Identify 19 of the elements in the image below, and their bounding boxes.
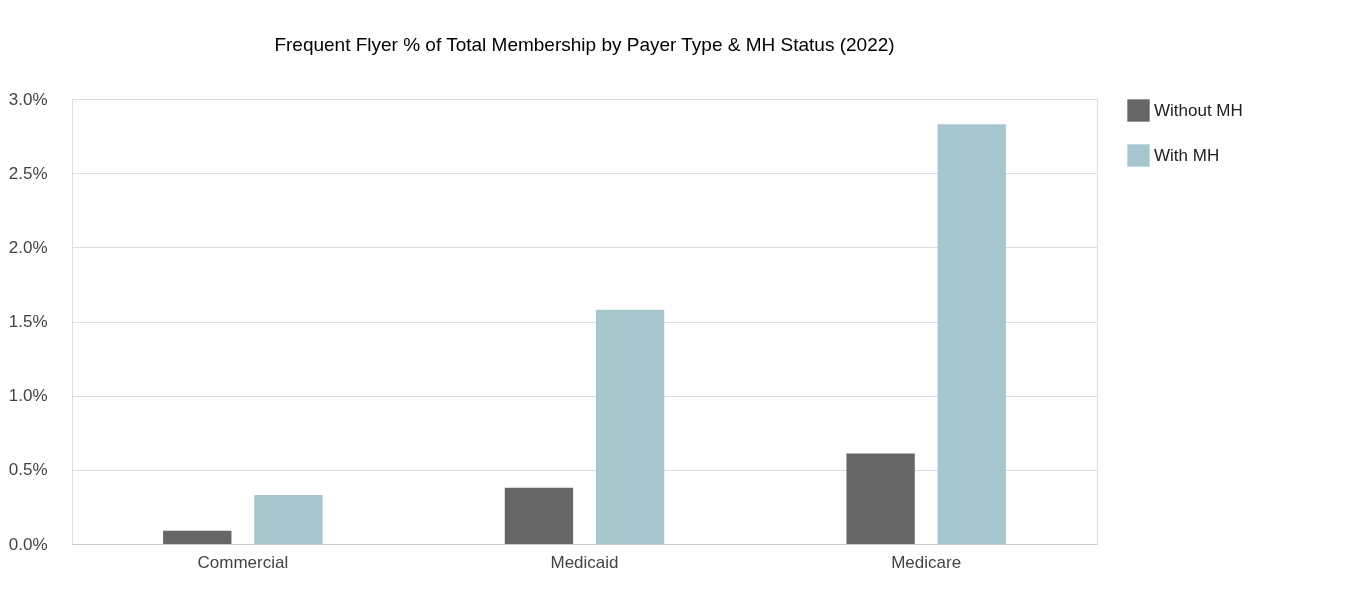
y-tick-label: 1.5% bbox=[8, 312, 48, 331]
y-tick-label: 3.0% bbox=[8, 89, 48, 109]
y-tick-label: 2.5% bbox=[8, 163, 48, 183]
bar bbox=[937, 124, 1006, 544]
y-tick-label: 0.5% bbox=[8, 460, 48, 480]
chart-title: Frequent Flyer % of Total Membership by Payer Type & MH Status (2022) bbox=[274, 34, 895, 55]
x-tick-label: Medicaid bbox=[550, 552, 619, 572]
bar bbox=[254, 495, 323, 544]
y-tick-label: 1.0% bbox=[8, 386, 48, 406]
y-tick-label: 0.0% bbox=[8, 534, 48, 554]
y-tick-label: 2.0% bbox=[8, 237, 48, 257]
bar bbox=[504, 487, 574, 544]
x-tick-label: Medicare bbox=[891, 552, 962, 572]
bar bbox=[163, 530, 232, 544]
x-tick-label: Commercial bbox=[197, 552, 289, 572]
legend-label: With MH bbox=[1154, 145, 1220, 165]
legend-label: Without MH bbox=[1154, 100, 1243, 120]
bar bbox=[846, 453, 915, 544]
bar bbox=[595, 309, 665, 544]
